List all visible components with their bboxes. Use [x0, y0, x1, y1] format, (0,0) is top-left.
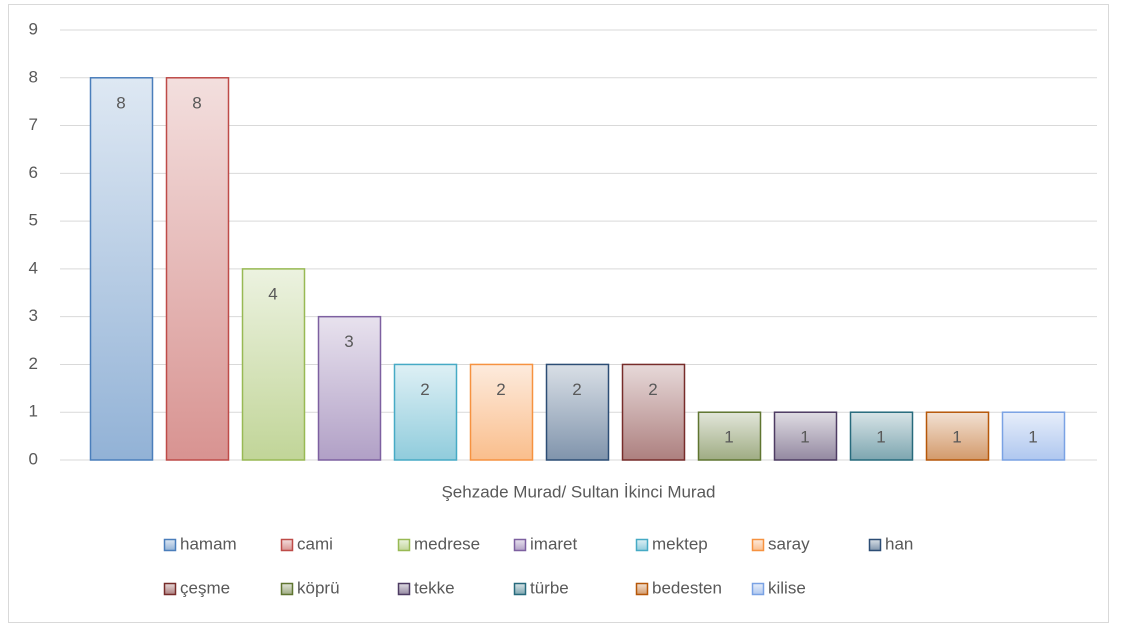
- legend-label: bedesten: [652, 578, 722, 597]
- data-label: 1: [800, 428, 809, 447]
- data-label: 4: [268, 284, 277, 303]
- y-tick-label: 0: [29, 449, 38, 468]
- legend-label: cami: [297, 534, 333, 553]
- legend-label: mektep: [652, 534, 708, 553]
- bar: [621, 363, 686, 461]
- bar: [925, 411, 990, 461]
- legend-swatch: [397, 582, 411, 596]
- data-label: 2: [420, 380, 429, 399]
- y-tick-label: 2: [29, 354, 38, 373]
- legend-swatch: [163, 582, 177, 596]
- legend-swatch: [635, 582, 649, 596]
- legend-label: köprü: [297, 578, 340, 597]
- bar: [469, 363, 534, 461]
- data-label: 8: [192, 93, 201, 112]
- legend-swatch: [280, 538, 294, 552]
- legend-label: han: [885, 534, 913, 553]
- bar: [393, 363, 458, 461]
- legend-swatch: [397, 538, 411, 552]
- y-tick-label: 5: [29, 211, 38, 230]
- data-label: 1: [1028, 428, 1037, 447]
- legend-swatch: [635, 538, 649, 552]
- y-tick-label: 7: [29, 115, 38, 134]
- bar: [773, 411, 838, 461]
- legend-label: çeşme: [180, 578, 230, 597]
- legend-label: kilise: [768, 578, 806, 597]
- data-label: 1: [952, 428, 961, 447]
- y-tick-label: 9: [29, 19, 38, 38]
- y-tick-label: 8: [29, 67, 38, 86]
- legend-label: hamam: [180, 534, 237, 553]
- legend-swatch: [513, 582, 527, 596]
- data-label: 3: [344, 332, 353, 351]
- legend-swatch: [280, 582, 294, 596]
- bar: [697, 411, 762, 461]
- bar: [545, 363, 610, 461]
- bar: [849, 411, 914, 461]
- bar: [89, 77, 154, 461]
- legend-swatch: [868, 538, 882, 552]
- data-label: 1: [724, 428, 733, 447]
- legend-label: türbe: [530, 578, 569, 597]
- bar: [1001, 411, 1066, 461]
- legend-swatch: [751, 582, 765, 596]
- y-tick-label: 4: [29, 258, 38, 277]
- data-label: 2: [496, 380, 505, 399]
- data-label: 2: [572, 380, 581, 399]
- legend-label: saray: [768, 534, 810, 553]
- data-label: 2: [648, 380, 657, 399]
- legend-label: medrese: [414, 534, 480, 553]
- data-label: 1: [876, 428, 885, 447]
- y-tick-label: 3: [29, 306, 38, 325]
- legend-swatch: [163, 538, 177, 552]
- y-tick-label: 6: [29, 163, 38, 182]
- legend-swatch: [751, 538, 765, 552]
- legend-label: tekke: [414, 578, 455, 597]
- data-label: 8: [116, 93, 125, 112]
- y-tick-label: 1: [29, 402, 38, 421]
- bar: [165, 77, 230, 461]
- bar: [241, 268, 306, 461]
- x-tick-label: Şehzade Murad/ Sultan İkinci Murad: [441, 482, 715, 501]
- legend-swatch: [513, 538, 527, 552]
- bar: [317, 315, 382, 461]
- legend-label: imaret: [530, 534, 578, 553]
